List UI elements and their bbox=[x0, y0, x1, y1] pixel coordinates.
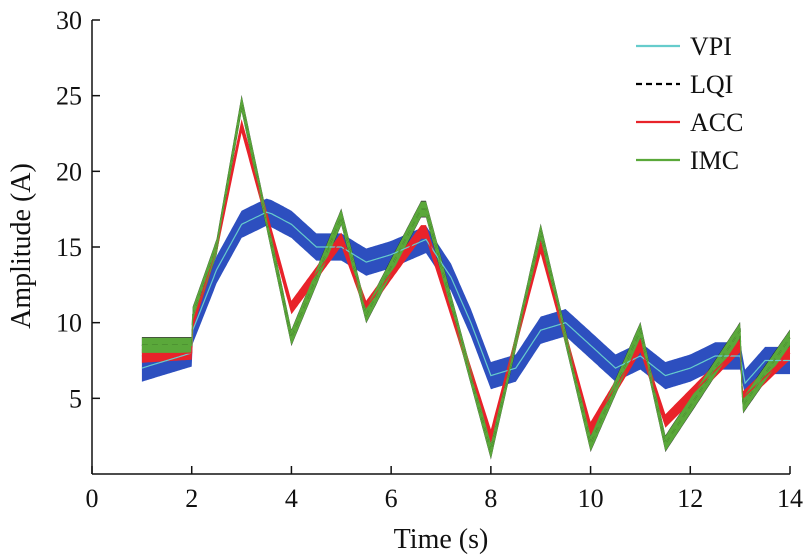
x-tick-label: 8 bbox=[484, 484, 497, 513]
series-lines bbox=[141, 103, 791, 452]
series-band-vpi bbox=[141, 198, 790, 397]
x-tick-label: 14 bbox=[777, 484, 803, 513]
x-tick-label: 12 bbox=[677, 484, 703, 513]
y-axis-title: Amplitude (A) bbox=[6, 163, 37, 329]
y-tick-label: 30 bbox=[56, 6, 82, 35]
y-tick-label: 10 bbox=[56, 309, 82, 338]
y-axis-ticks: 5 10 15 20 25 30 bbox=[56, 6, 100, 413]
legend-label-acc: ACC bbox=[690, 108, 743, 137]
x-axis-ticks: 0 2 4 6 8 10 12 14 bbox=[86, 466, 803, 513]
y-tick-label: 25 bbox=[56, 82, 82, 111]
y-tick-label: 15 bbox=[56, 233, 82, 262]
legend-label-vpi: VPI bbox=[690, 32, 732, 61]
legend-label-imc: IMC bbox=[690, 146, 739, 175]
x-tick-label: 2 bbox=[185, 484, 198, 513]
x-tick-label: 6 bbox=[385, 484, 398, 513]
legend-label-lqi: LQI bbox=[690, 70, 733, 99]
legend: VPI LQI ACC IMC bbox=[636, 32, 743, 175]
x-tick-label: 10 bbox=[578, 484, 604, 513]
x-tick-label: 0 bbox=[86, 484, 99, 513]
x-axis-title: Time (s) bbox=[394, 524, 489, 555]
y-tick-label: 5 bbox=[69, 384, 82, 413]
y-tick-label: 20 bbox=[56, 157, 82, 186]
series-line-imc bbox=[141, 103, 791, 452]
x-tick-label: 4 bbox=[285, 484, 298, 513]
series-line-vpi bbox=[141, 211, 790, 385]
